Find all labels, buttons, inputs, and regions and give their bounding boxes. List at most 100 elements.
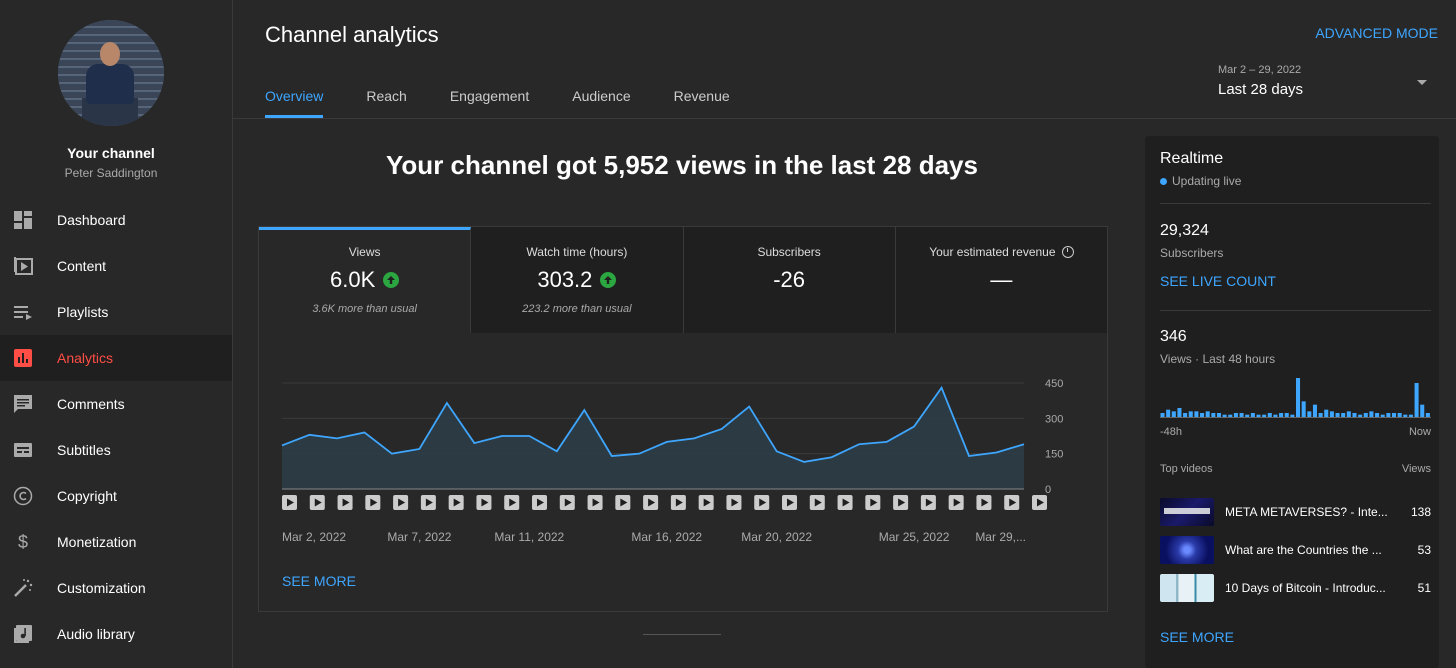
metric-subscribers[interactable]: Subscribers -26 <box>683 227 896 333</box>
video-marker-icon[interactable] <box>365 495 381 510</box>
top-video-row[interactable]: What are the Countries the ... 53 <box>1160 536 1431 564</box>
see-more-button[interactable]: SEE MORE <box>282 573 356 589</box>
realtime-bar <box>1160 413 1165 418</box>
video-marker-icon[interactable] <box>670 495 686 510</box>
metric-estimated-revenue[interactable]: Your estimated revenue — <box>895 227 1107 333</box>
sidebar-item-monetization[interactable]: $ Monetization <box>0 519 232 565</box>
video-marker-icon[interactable] <box>615 495 631 510</box>
video-marker-icon[interactable] <box>809 495 825 510</box>
metric-value: 6.0K <box>329 267 376 292</box>
sidebar-item-playlists[interactable]: Playlists <box>0 289 232 335</box>
chevron-down-icon[interactable] <box>1417 80 1427 85</box>
sidebar-item-label: Customization <box>57 580 146 596</box>
video-thumbnail <box>1160 536 1214 564</box>
date-range-selector[interactable]: Mar 2 – 29, 2022 Last 28 days <box>1218 64 1303 98</box>
dashboard-icon <box>12 209 34 231</box>
realtime-bar <box>1403 414 1408 418</box>
metric-comparison: 3.6K more than usual <box>312 303 417 315</box>
sidebar-item-customization[interactable]: Customization <box>0 565 232 611</box>
tab-overview[interactable]: Overview <box>265 88 324 118</box>
tab-revenue[interactable]: Revenue <box>673 88 730 104</box>
sidebar-item-subtitles[interactable]: Subtitles <box>0 427 232 473</box>
video-marker-icon[interactable] <box>698 495 714 510</box>
realtime-bar <box>1324 409 1329 418</box>
x-tick-label: Mar 7, 2022 <box>387 530 451 544</box>
video-marker-icon[interactable] <box>504 495 520 510</box>
x-tick-label: Mar 16, 2022 <box>631 530 702 544</box>
realtime-bar <box>1200 413 1205 418</box>
subscriber-label: Subscribers <box>1160 246 1224 260</box>
video-marker-icon[interactable] <box>837 495 853 510</box>
summary-headline: Your channel got 5,952 views in the last… <box>386 150 978 180</box>
top-video-row[interactable]: META METAVERSES? - Inte... 138 <box>1160 498 1431 526</box>
sidebar-item-audio-library[interactable]: Audio library <box>0 611 232 657</box>
video-marker-icon[interactable] <box>782 495 797 510</box>
sidebar-item-content[interactable]: Content <box>0 243 232 289</box>
header: Channel analytics ADVANCED MODE Overview… <box>233 0 1456 119</box>
realtime-status-text: Updating live <box>1172 174 1242 188</box>
realtime-bar <box>1296 378 1301 418</box>
sidebar-item-dashboard[interactable]: Dashboard <box>0 197 232 243</box>
sidebar-item-copyright[interactable]: Copyright <box>0 473 232 519</box>
metric-watch-time[interactable]: Watch time (hours) 303.2 223.2 more than… <box>471 227 684 333</box>
your-channel-label[interactable]: Your channel <box>67 145 155 161</box>
realtime-bar <box>1414 383 1419 418</box>
sidebar-item-analytics[interactable]: Analytics <box>0 335 232 381</box>
clock-icon <box>1061 246 1074 258</box>
video-marker-icon[interactable] <box>865 495 881 510</box>
video-marker-icon[interactable] <box>1004 495 1020 510</box>
realtime-views-count: 346 <box>1160 328 1187 345</box>
video-marker-icon[interactable] <box>920 495 936 510</box>
advanced-mode-button[interactable]: ADVANCED MODE <box>1315 25 1438 41</box>
content-icon <box>12 255 34 277</box>
realtime-bar <box>1358 414 1363 418</box>
video-marker-icon[interactable] <box>754 495 770 510</box>
video-marker-icon[interactable] <box>587 495 603 510</box>
sidebar-item-label: Copyright <box>57 488 117 504</box>
metric-views[interactable]: Views 6.0K 3.6K more than usual <box>259 227 472 333</box>
video-marker-icon[interactable] <box>976 495 992 510</box>
realtime-bar <box>1425 413 1430 418</box>
metric-title: Views <box>348 245 381 259</box>
sidebar-item-comments[interactable]: Comments <box>0 381 232 427</box>
tab-engagement[interactable]: Engagement <box>449 88 530 104</box>
video-thumbnail <box>1160 574 1214 602</box>
y-tick-label: 150 <box>1045 449 1063 461</box>
x-tick-label: Mar 20, 2022 <box>741 530 812 544</box>
video-marker-icon[interactable] <box>448 495 464 510</box>
subscriber-count: 29,324 <box>1160 222 1209 239</box>
tab-reach[interactable]: Reach <box>366 88 407 104</box>
date-preset-text: Last 28 days <box>1218 81 1304 98</box>
tab-audience[interactable]: Audience <box>572 88 631 104</box>
video-marker-icon[interactable] <box>337 495 353 510</box>
realtime-bar <box>1256 414 1261 418</box>
video-marker-icon[interactable] <box>309 495 325 510</box>
top-video-row[interactable]: 10 Days of Bitcoin - Introduc... 51 <box>1160 574 1431 602</box>
y-tick-label: 0 <box>1045 484 1051 496</box>
see-live-count-button[interactable]: SEE LIVE COUNT <box>1160 273 1276 289</box>
video-marker-icon[interactable] <box>393 495 409 510</box>
video-marker-icon[interactable] <box>559 495 575 510</box>
sidebar-item-label: Dashboard <box>57 212 126 228</box>
realtime-bar <box>1307 411 1312 418</box>
video-marker-icon[interactable] <box>1032 495 1047 510</box>
views-column-label: Views <box>1401 463 1431 475</box>
x-tick-label: Mar 25, 2022 <box>879 530 950 544</box>
x-tick-label: Mar 11, 2022 <box>494 530 564 544</box>
realtime-bar <box>1250 413 1255 418</box>
channel-avatar[interactable] <box>58 20 164 126</box>
video-marker-icon[interactable] <box>893 495 909 510</box>
video-marker-icon[interactable] <box>726 495 742 510</box>
video-marker-icon[interactable] <box>420 495 436 510</box>
divider <box>1160 310 1431 311</box>
video-marker-icon[interactable] <box>643 495 659 510</box>
video-marker-icon[interactable] <box>532 495 547 510</box>
see-more-top-videos-button[interactable]: SEE MORE <box>1160 629 1234 645</box>
video-marker-icon[interactable] <box>948 495 964 510</box>
video-marker-icon[interactable] <box>282 495 297 510</box>
metric-comparison: 223.2 more than usual <box>522 303 632 315</box>
video-views: 53 <box>1417 543 1431 557</box>
video-views: 51 <box>1417 581 1431 595</box>
video-marker-icon[interactable] <box>476 495 492 510</box>
realtime-bar <box>1397 413 1402 418</box>
